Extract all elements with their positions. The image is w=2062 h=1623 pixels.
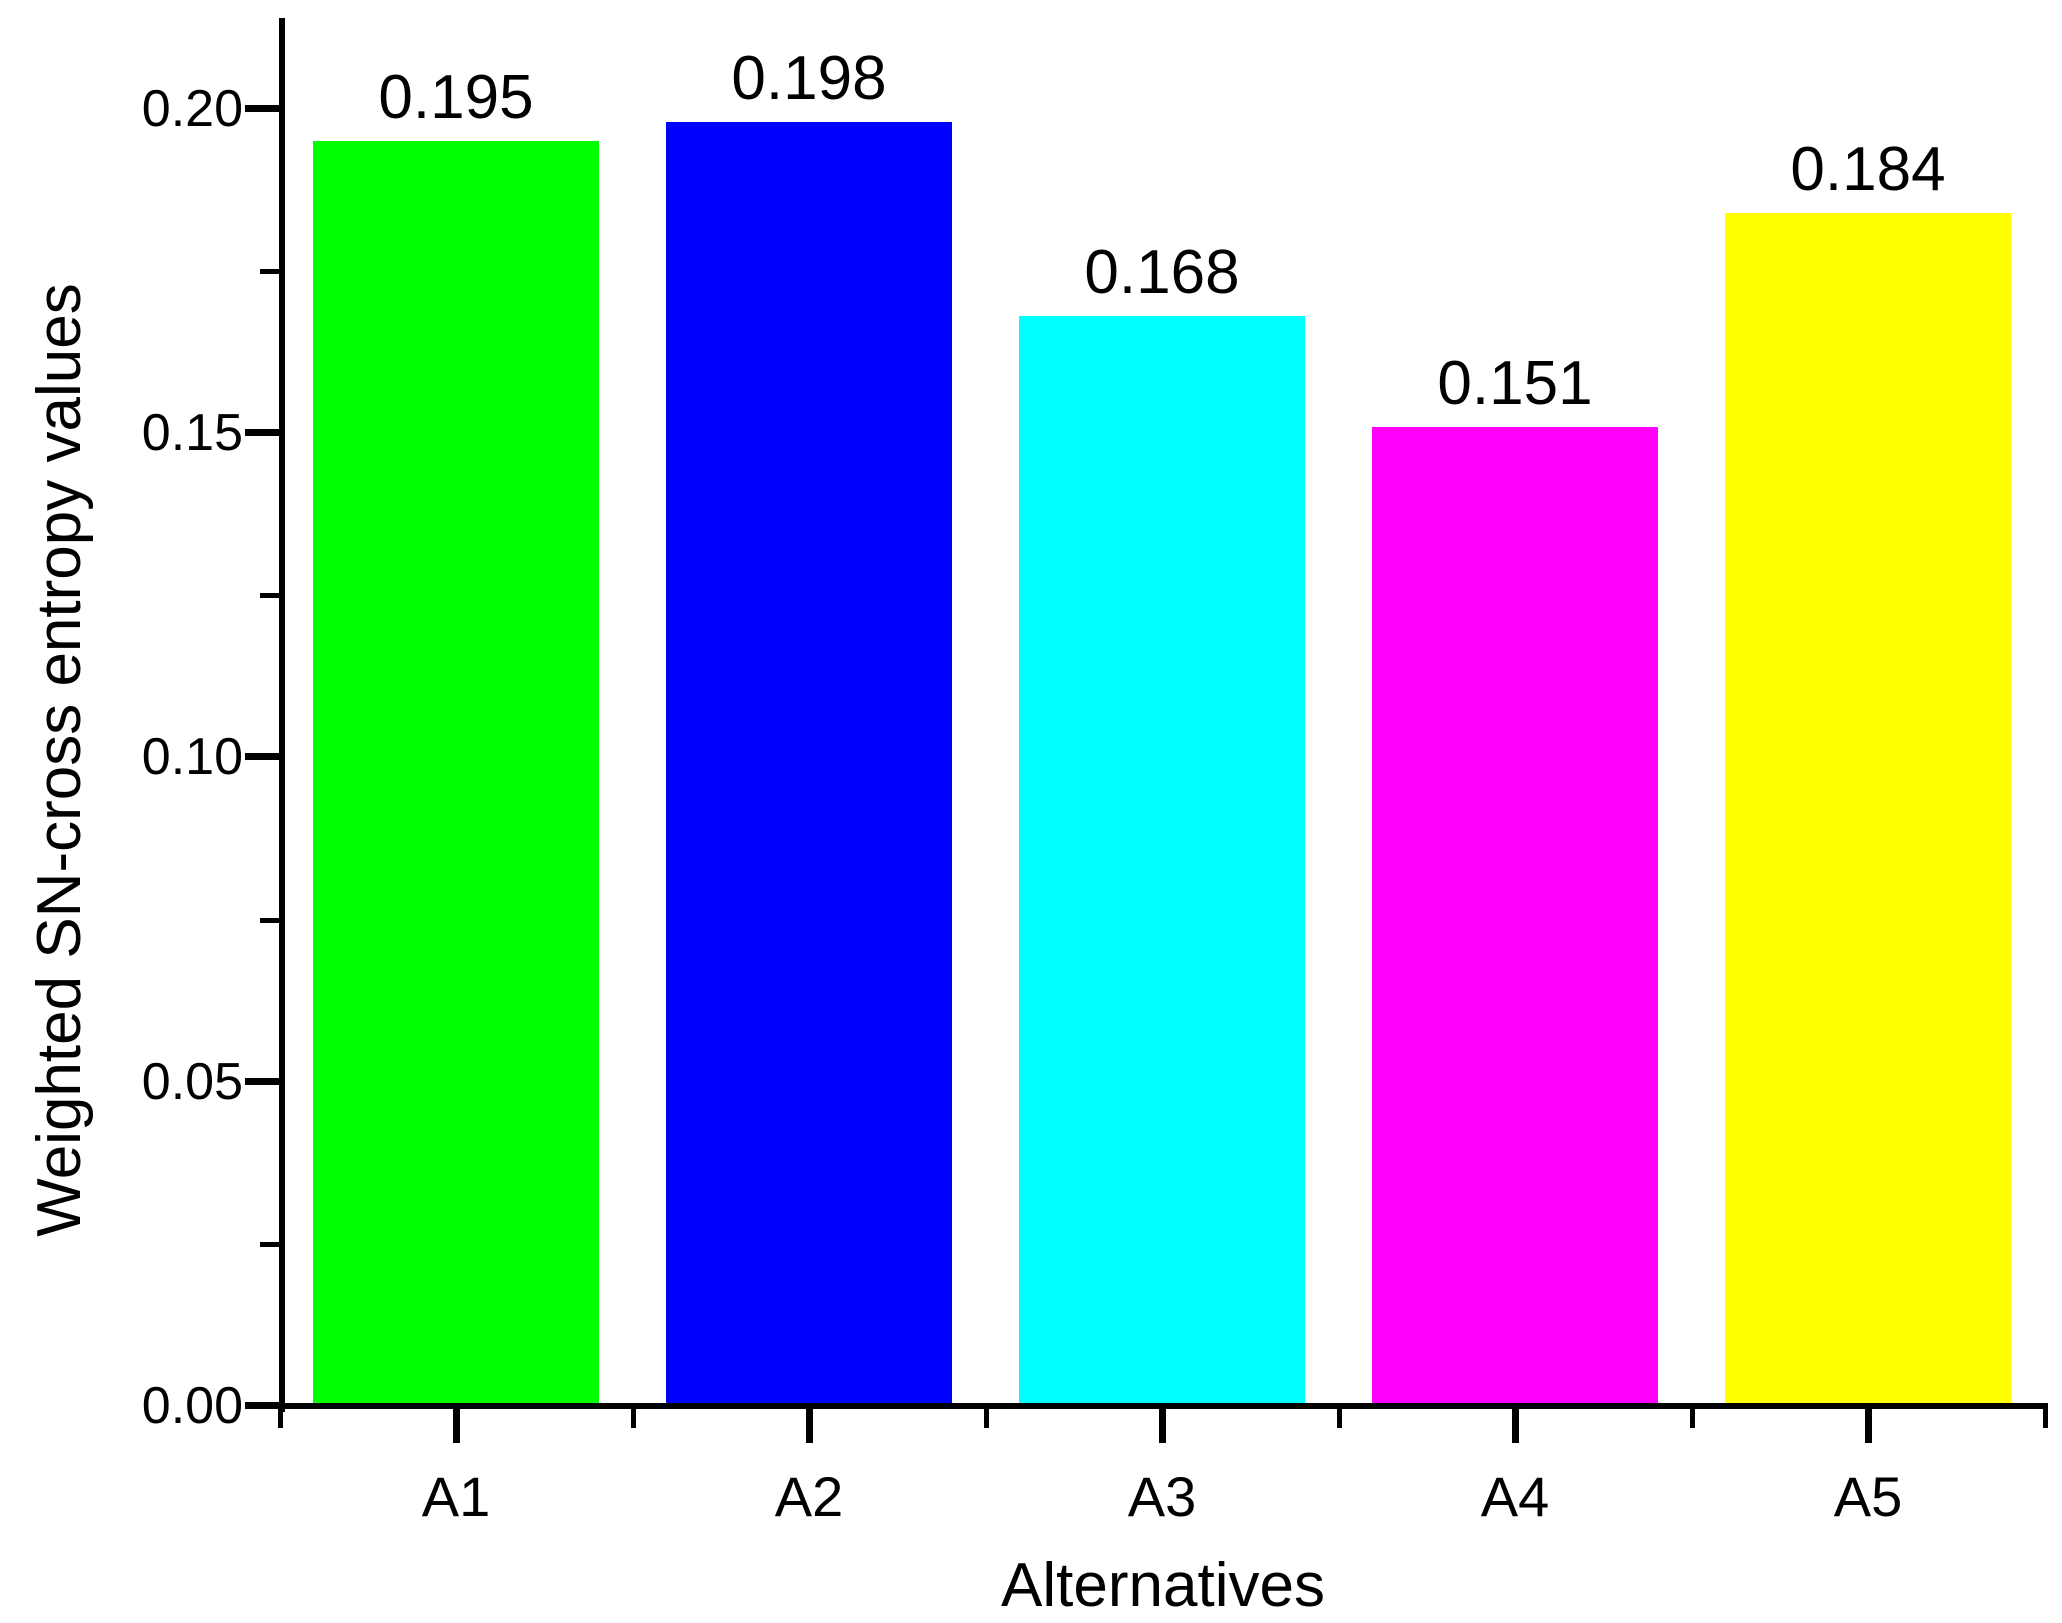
y-major-tick <box>245 104 279 112</box>
x-major-tick <box>1865 1409 1872 1443</box>
y-axis-title: Weighted SN-cross entropy values <box>25 283 94 1237</box>
y-minor-tick <box>260 593 279 599</box>
x-major-tick <box>1159 1409 1166 1443</box>
y-tick-label: 0.20 <box>141 79 243 138</box>
bar-value-label: 0.151 <box>1437 348 1593 418</box>
bar-A5 <box>1725 212 2011 1406</box>
y-major-tick <box>245 1402 279 1409</box>
bar-A4 <box>1372 426 1658 1406</box>
bar-A2 <box>666 121 952 1406</box>
x-minor-tick <box>630 1409 636 1428</box>
x-minor-tick <box>2042 1409 2048 1428</box>
y-minor-tick <box>260 917 279 923</box>
x-tick-label: A1 <box>421 1465 491 1528</box>
y-tick-label: 0.10 <box>141 728 243 787</box>
x-major-tick <box>1512 1409 1519 1443</box>
bar-value-label: 0.198 <box>731 43 887 113</box>
x-minor-tick <box>1689 1409 1695 1428</box>
x-axis-line <box>277 1403 2048 1409</box>
y-major-tick <box>245 1077 279 1085</box>
bar-value-label: 0.168 <box>1084 238 1240 308</box>
x-minor-tick <box>983 1409 989 1428</box>
x-tick-label: A5 <box>1833 1465 1903 1528</box>
x-tick-label: A3 <box>1127 1465 1197 1528</box>
y-major-tick <box>245 753 279 761</box>
x-minor-tick <box>1336 1409 1342 1428</box>
y-minor-tick <box>260 1241 279 1247</box>
bar-A1 <box>313 141 599 1406</box>
y-tick-label: 0.00 <box>141 1377 243 1435</box>
x-tick-label: A2 <box>774 1465 844 1528</box>
x-major-tick <box>453 1409 460 1443</box>
y-major-tick <box>245 429 279 437</box>
y-axis-line <box>279 18 285 1412</box>
x-axis-title: Alternatives <box>1001 1551 1325 1620</box>
x-minor-tick <box>277 1409 283 1428</box>
bar-value-label: 0.195 <box>378 63 534 133</box>
bar-A3 <box>1019 316 1305 1406</box>
y-tick-label: 0.15 <box>141 404 243 463</box>
bar-value-label: 0.184 <box>1790 134 1946 204</box>
x-tick-label: A4 <box>1480 1465 1550 1528</box>
x-major-tick <box>806 1409 813 1443</box>
y-minor-tick <box>260 268 279 274</box>
y-tick-label: 0.05 <box>141 1052 243 1111</box>
